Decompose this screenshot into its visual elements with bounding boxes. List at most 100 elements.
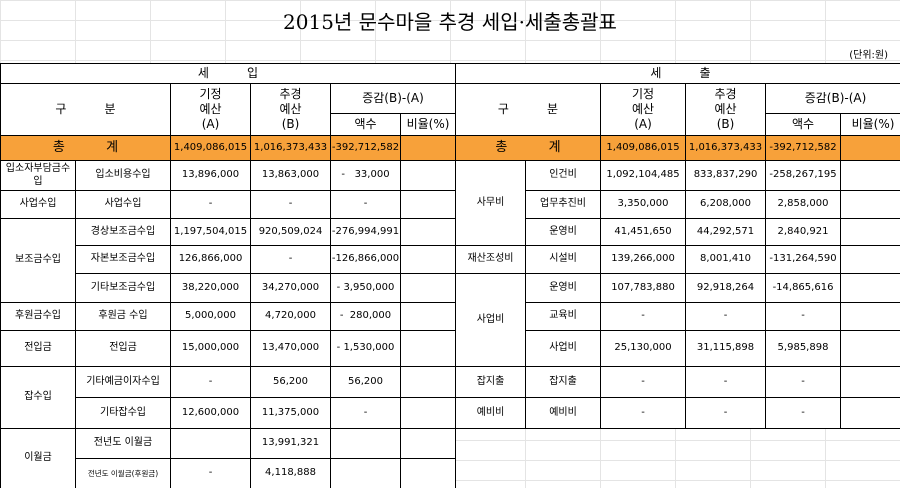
table-cell <box>840 190 900 219</box>
cell-text: 기정 <box>631 87 655 101</box>
table-cell: - <box>685 302 766 331</box>
table-cell <box>330 458 401 488</box>
cell-text: 보조금수입 <box>15 254 61 266</box>
table-cell: 추경 예산 (B) <box>685 83 766 136</box>
cell-text: 액수 <box>354 117 377 131</box>
cell-text: 139,266,000 <box>611 253 675 265</box>
table-cell: - <box>600 366 686 398</box>
cell-text: 38,220,000 <box>181 281 240 293</box>
cell-text: 1,409,086,015 <box>606 141 680 153</box>
table-cell: 사업수입 <box>0 190 76 219</box>
table-cell: 재산조성비 <box>455 245 526 274</box>
cell-text: 액수 <box>791 117 815 131</box>
table-cell: 전입금 <box>0 330 76 367</box>
cell-text: 1,092,104,485 <box>606 169 680 181</box>
cell-text: 총 계 <box>52 139 119 155</box>
cell-text: - <box>723 375 728 387</box>
table-cell: 추경 예산 (B) <box>250 83 331 136</box>
cell-text: 잡수입 <box>24 391 52 403</box>
table-cell: 1,409,086,015 <box>600 135 686 161</box>
table-cell: 1,092,104,485 <box>600 160 686 191</box>
table-cell: 총 계 <box>455 135 601 161</box>
cell-text: 예산 <box>199 102 222 116</box>
unit-note: (단위:원) <box>849 50 888 61</box>
cell-text: 총 계 <box>495 139 561 155</box>
table-cell <box>400 273 456 303</box>
cell-text: 교육비 <box>549 310 577 322</box>
table-cell: - <box>330 190 401 219</box>
table-cell: 입소자부담금수입 <box>0 160 76 191</box>
table-cell: 기타보조금수입 <box>75 273 171 303</box>
table-cell: 사업수입 <box>75 190 171 219</box>
table-cell: 13,863,000 <box>250 160 331 191</box>
table-cell <box>330 428 401 459</box>
table-cell <box>840 273 900 303</box>
cell-text: 92,918,264 <box>696 281 755 293</box>
table-cell: 교육비 <box>525 302 601 331</box>
table-cell: 13,896,000 <box>170 160 251 191</box>
table-cell: 833,837,290 <box>685 160 766 191</box>
table-cell: 1,016,373,433 <box>685 135 766 161</box>
table-cell: - 280,000 <box>330 302 401 331</box>
table-cell: - <box>765 302 841 331</box>
table-cell: 인건비 <box>525 160 601 191</box>
table-cell: 2,858,000 <box>765 190 841 219</box>
table-cell: - <box>765 397 841 429</box>
cell-text: 13,863,000 <box>261 169 320 181</box>
table-cell <box>840 397 900 429</box>
table-cell: 11,375,000 <box>250 397 331 429</box>
table-cell <box>400 160 456 191</box>
table-cell: 126,866,000 <box>170 245 251 274</box>
cell-text: 34,270,000 <box>261 281 320 293</box>
cell-text: 비율(%) <box>406 117 450 131</box>
cell-text: 운영비 <box>549 281 577 293</box>
table-cell: -276,994,991 <box>330 218 401 246</box>
cell-text: 시설비 <box>549 253 577 265</box>
cell-text: - <box>723 310 728 322</box>
table-cell <box>840 218 900 246</box>
cell-text: 126,866,000 <box>178 253 243 265</box>
cell-text: - <box>363 198 368 210</box>
cell-text: 기정 <box>199 87 222 101</box>
cell-text: 15,000,000 <box>181 342 240 354</box>
table-cell: 139,266,000 <box>600 245 686 274</box>
table-cell: 시설비 <box>525 245 601 274</box>
table-cell: 사무비 <box>455 160 526 246</box>
table-cell <box>400 458 456 488</box>
table-cell: 액수 <box>330 113 401 136</box>
table-cell <box>400 245 456 274</box>
cell-text: 4,720,000 <box>265 310 316 322</box>
cell-text: 예비비 <box>549 406 577 418</box>
cell-text: 예비비 <box>476 406 505 418</box>
cell-text: 2,858,000 <box>777 198 829 210</box>
table-cell: 5,000,000 <box>170 302 251 331</box>
table-cell <box>400 397 456 429</box>
cell-text: - <box>641 375 645 387</box>
cell-text: - <box>363 406 368 418</box>
cell-text: - <box>641 406 645 418</box>
table-cell: -131,264,590 <box>765 245 841 274</box>
table-cell: - <box>685 397 766 429</box>
table-cell: 기정 예산 (A) <box>170 83 251 136</box>
table-cell: 2,840,921 <box>765 218 841 246</box>
table-cell <box>840 330 900 367</box>
table-cell: -392,712,582 <box>765 135 841 161</box>
cell-text: 기타잡수입 <box>100 406 146 418</box>
table-cell: - <box>765 366 841 398</box>
table-cell: - 1,530,000 <box>330 330 401 367</box>
table-cell: 후원금 수입 <box>75 302 171 331</box>
table-cell: 잡지출 <box>455 366 526 398</box>
cell-text: - 3,950,000 <box>336 281 395 293</box>
cell-text: 예산 <box>631 102 655 116</box>
table-cell: -14,865,616 <box>765 273 841 303</box>
table-cell <box>400 302 456 331</box>
table-cell: 액수 <box>765 113 841 136</box>
table-cell <box>400 330 456 367</box>
cell-text: 44,292,571 <box>696 225 755 237</box>
table-cell <box>840 160 900 191</box>
cell-text: -131,264,590 <box>769 253 837 265</box>
table-cell: 기정 예산 (A) <box>600 83 686 136</box>
cell-text: - <box>641 310 645 322</box>
table-cell: 3,350,000 <box>600 190 686 219</box>
cell-text: 입소비용수입 <box>95 169 151 181</box>
